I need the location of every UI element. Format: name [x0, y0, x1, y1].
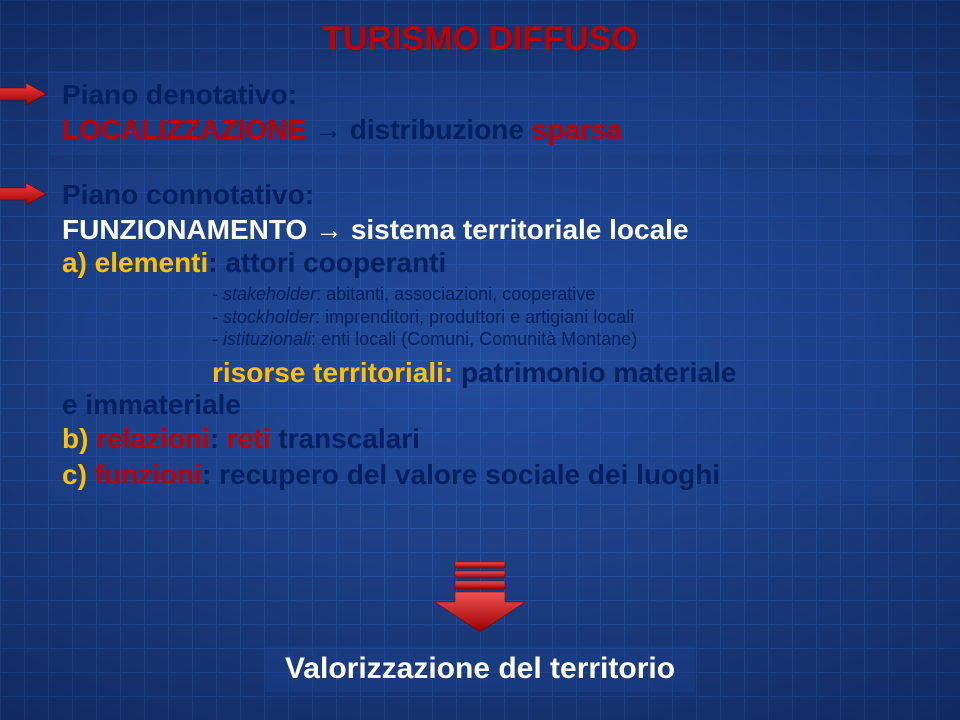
risorse-rest-2: e immateriale [62, 389, 241, 420]
bottom-box: Valorizzazione del territorio [265, 646, 695, 692]
istituzionali-rest: : enti locali (Comuni, Comunità Montane) [311, 329, 637, 349]
connotativo-label: Piano connotativo [62, 179, 305, 210]
transcalari-text: transcalari [271, 423, 420, 454]
risorse-label: risorse territoriali: [212, 357, 453, 388]
b-label: b) [62, 423, 96, 454]
denotativo-label: Piano denotativo [62, 79, 288, 110]
stockholder-em: stockholder [223, 307, 315, 327]
down-arrow-icon [435, 562, 525, 632]
detail-box: - stakeholder: abitanti, associazioni, c… [212, 283, 898, 351]
stl-text: sistema territoriale locale [351, 214, 689, 245]
relazioni-word: relazioni [96, 423, 210, 454]
block-denotativo: Piano denotativo: LOCALIZZAZIONE → distr… [48, 71, 912, 155]
c-label: c) [62, 459, 95, 490]
elementi-line: a) elementi: attori cooperanti [62, 247, 898, 279]
denotativo-line: Piano denotativo: LOCALIZZAZIONE → distr… [62, 77, 898, 147]
colon: : [288, 79, 297, 110]
risorse-rest-1: patrimonio materiale [453, 357, 736, 388]
stakeholder-em: stakeholder [223, 284, 316, 304]
arrow-right-icon: → [314, 114, 342, 145]
stakeholder-rest: : abitanti, associazioni, cooperative [316, 284, 595, 304]
pointer-right-icon [0, 183, 46, 205]
detail-line: - istituzionali: enti locali (Comuni, Co… [212, 328, 898, 351]
localizzazione-term: LOCALIZZAZIONE [62, 114, 306, 145]
detail-line: - stakeholder: abitanti, associazioni, c… [212, 283, 898, 306]
funzioni-word: funzioni [95, 459, 202, 490]
funzionamento-term: FUNZIONAMENTO [62, 214, 307, 245]
dash: - [212, 307, 223, 327]
istituzionali-em: istituzionali [223, 329, 311, 349]
dash: - [212, 329, 223, 349]
risorse-line: risorse territoriali: patrimonio materia… [62, 357, 898, 421]
c-colon: : [202, 459, 219, 490]
connotativo-line: Piano connotativo: FUNZIONAMENTO → siste… [62, 177, 898, 247]
block-connotativo: Piano connotativo: FUNZIONAMENTO → siste… [48, 171, 912, 501]
reti-word: reti [227, 423, 271, 454]
dash: - [212, 284, 223, 304]
colon: : [305, 179, 314, 210]
stockholder-rest: : imprenditori, produttori e artigiani l… [315, 307, 634, 327]
arrow-right-icon: → [315, 214, 343, 245]
attori-text: attori cooperanti [225, 247, 446, 278]
a-label: a) elementi [62, 247, 208, 278]
b-colon: : [210, 423, 227, 454]
distribuzione-text: distribuzione [350, 114, 524, 145]
slide: TURISMO DIFFUSO Piano denotativo: LOCALI… [0, 0, 960, 720]
funzioni-line: c) funzioni: recupero del valore sociale… [62, 457, 898, 493]
detail-line: - stockholder: imprenditori, produttori … [212, 306, 898, 329]
sparsa-text: sparsa [532, 114, 622, 145]
a-colon: : [208, 247, 225, 278]
funzioni-rest: recupero del valore sociale dei luoghi [219, 459, 720, 490]
relazioni-line: b) relazioni: reti transcalari [62, 421, 898, 457]
pointer-right-icon [0, 83, 46, 105]
slide-title: TURISMO DIFFUSO [48, 20, 912, 59]
bottom-text: Valorizzazione del territorio [285, 652, 675, 686]
